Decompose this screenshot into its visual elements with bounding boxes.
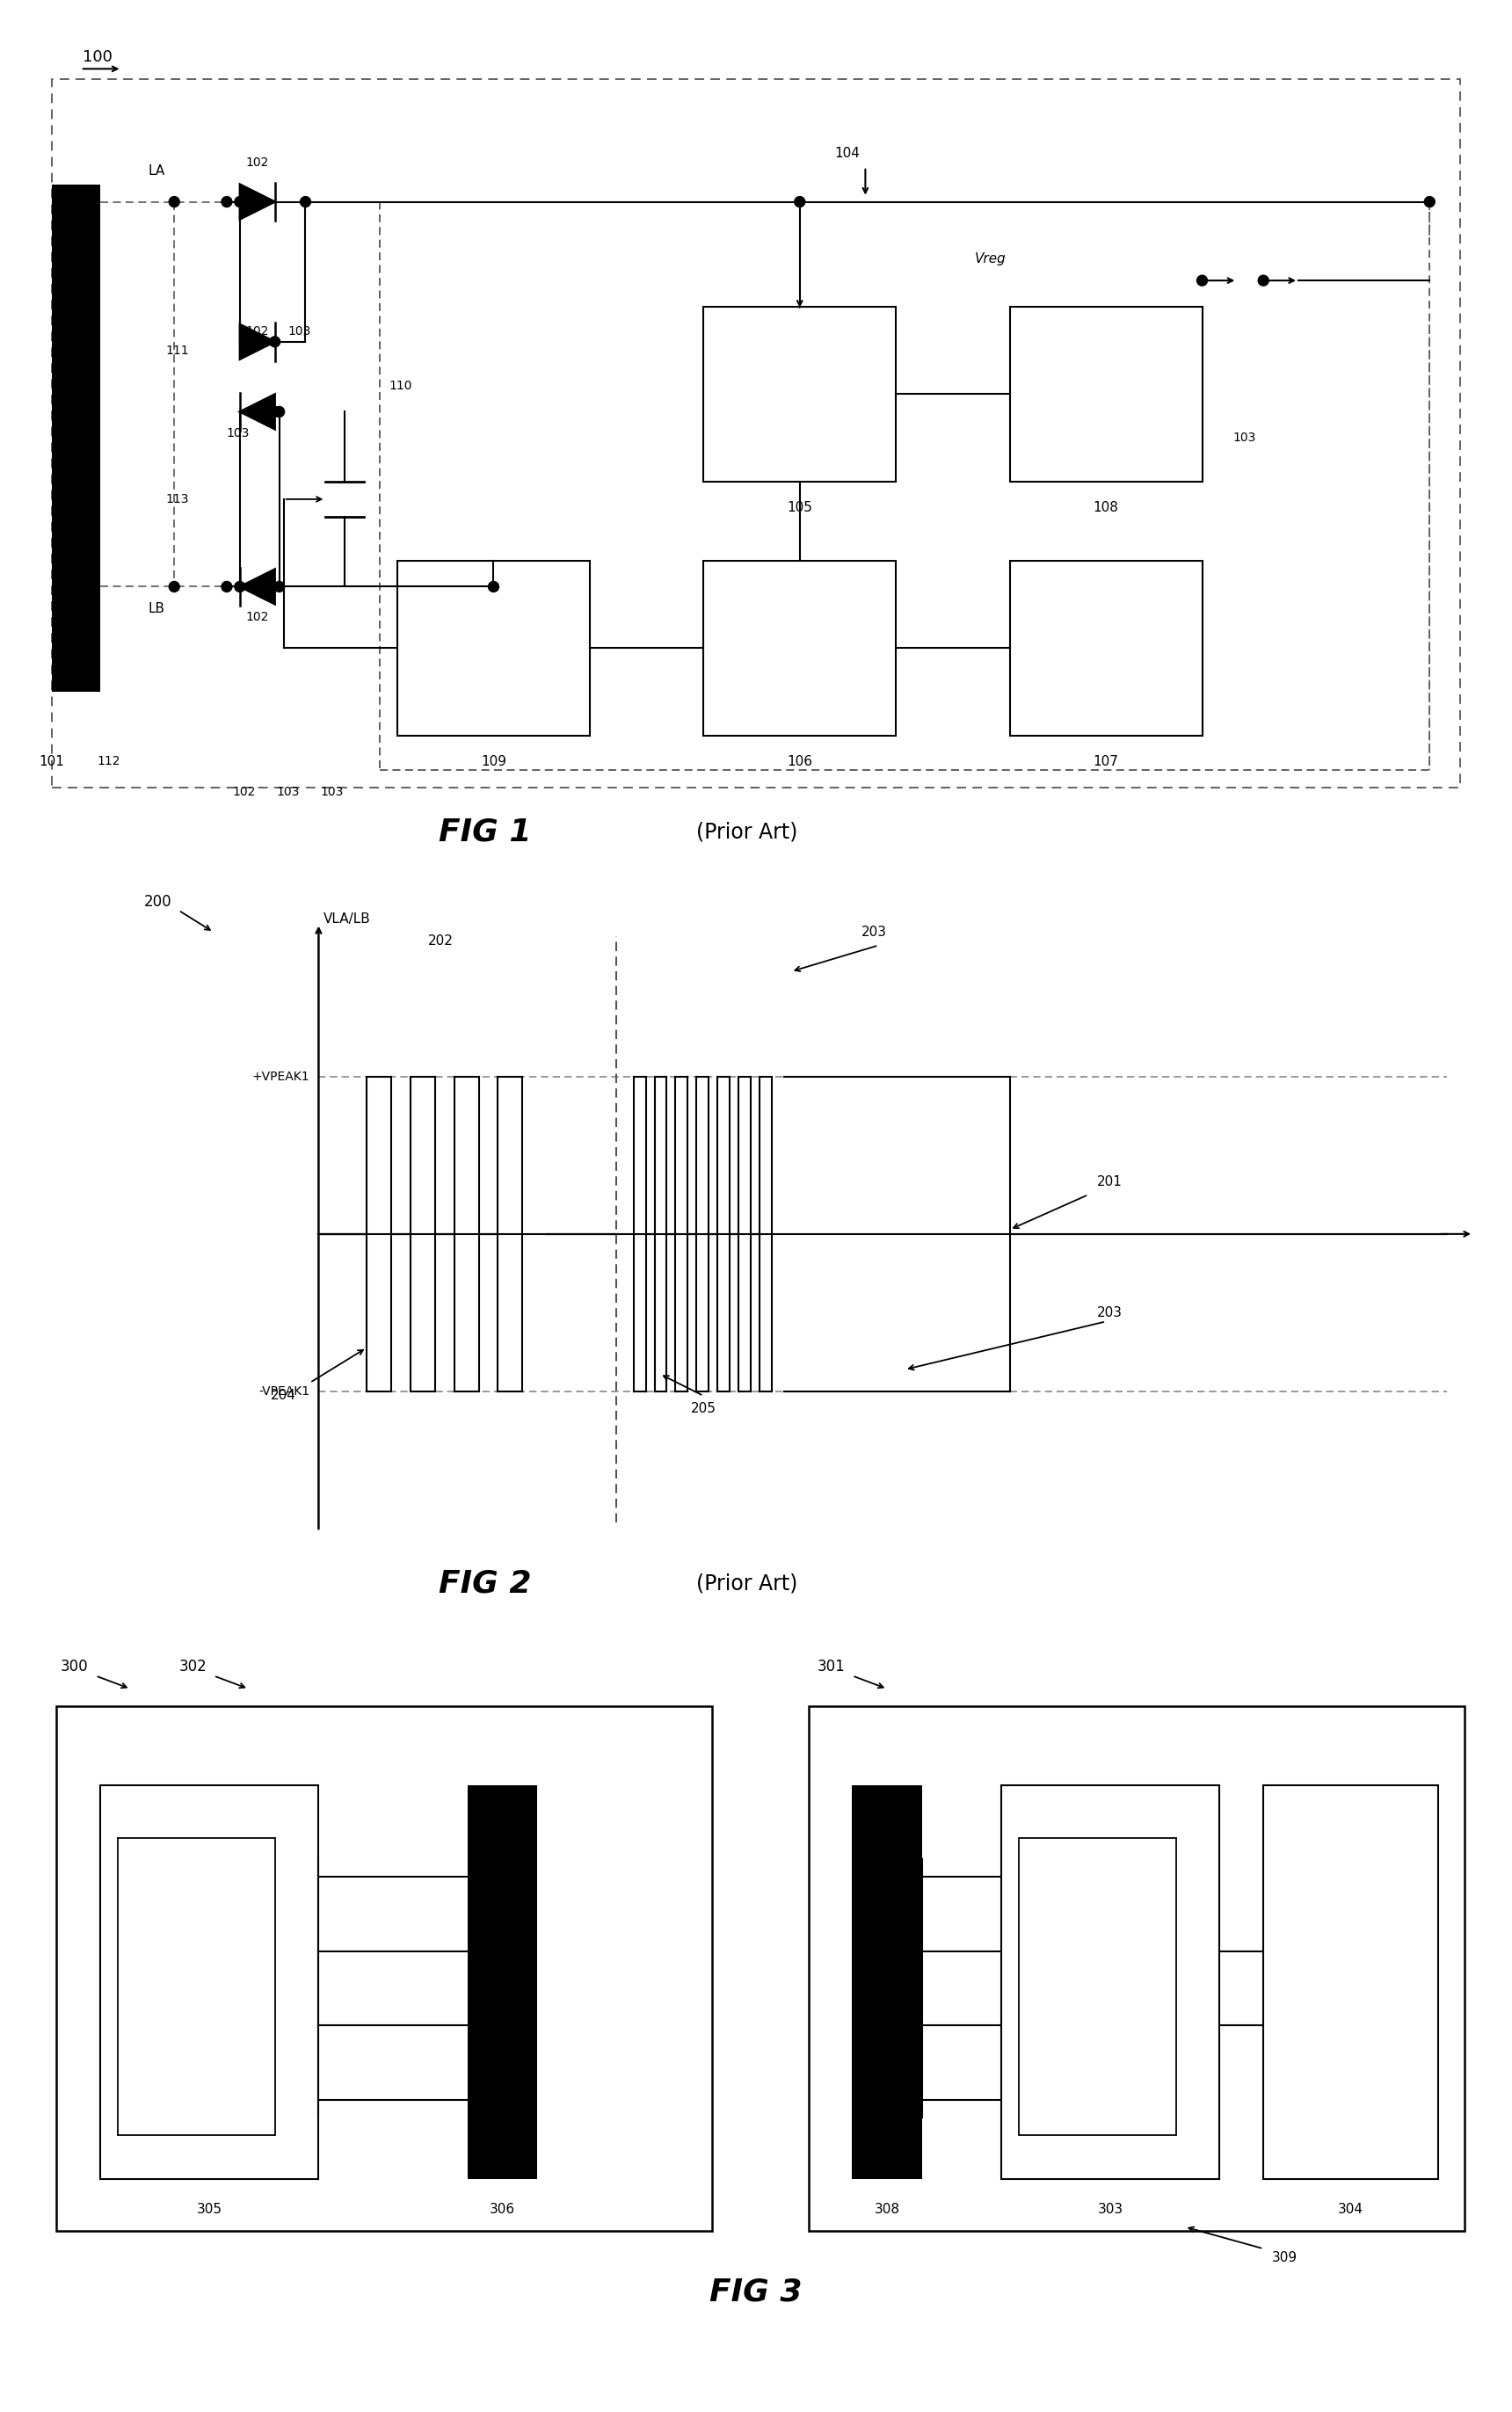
Text: 103: 103 xyxy=(1232,432,1256,444)
Bar xyxy=(1010,560,1202,736)
Bar xyxy=(100,1785,319,2178)
Text: 203: 203 xyxy=(860,926,886,938)
Text: (Prior Art): (Prior Art) xyxy=(697,1573,798,1594)
Bar xyxy=(380,203,1430,769)
Text: 305: 305 xyxy=(197,2202,222,2217)
Text: 308: 308 xyxy=(874,2202,900,2217)
Text: 306: 306 xyxy=(490,2202,516,2217)
Text: 300: 300 xyxy=(60,1659,88,1674)
Circle shape xyxy=(1258,275,1269,285)
Bar xyxy=(398,560,590,736)
Circle shape xyxy=(221,195,231,207)
Text: FIG 1: FIG 1 xyxy=(438,818,531,847)
Text: 100: 100 xyxy=(82,51,112,65)
Bar xyxy=(56,1705,712,2231)
Text: -VPEAK1: -VPEAK1 xyxy=(259,1384,310,1397)
Circle shape xyxy=(269,408,280,417)
Text: LA: LA xyxy=(148,164,165,178)
Bar xyxy=(51,183,100,692)
Text: 103: 103 xyxy=(277,786,299,798)
Bar xyxy=(703,306,897,482)
Bar xyxy=(1010,306,1202,482)
Text: 309: 309 xyxy=(1272,2250,1297,2265)
Text: 104: 104 xyxy=(835,147,860,159)
Circle shape xyxy=(234,581,245,591)
Bar xyxy=(1264,1785,1438,2178)
Text: 205: 205 xyxy=(691,1401,717,1416)
Text: 102: 102 xyxy=(246,326,269,338)
Bar xyxy=(853,1785,922,2178)
Text: LB: LB xyxy=(148,603,165,615)
Circle shape xyxy=(221,581,231,591)
Text: 111: 111 xyxy=(165,345,189,357)
Circle shape xyxy=(301,195,311,207)
Bar xyxy=(1019,1838,1176,2135)
Text: 107: 107 xyxy=(1093,755,1119,767)
Text: 201: 201 xyxy=(1098,1175,1122,1189)
Circle shape xyxy=(269,338,280,347)
Circle shape xyxy=(1198,275,1208,285)
Text: Vreg: Vreg xyxy=(975,251,1005,265)
Circle shape xyxy=(274,581,284,591)
Circle shape xyxy=(169,581,180,591)
Text: +VPEAK1: +VPEAK1 xyxy=(253,1071,310,1083)
Text: 203: 203 xyxy=(1098,1307,1123,1319)
Text: 303: 303 xyxy=(1098,2202,1123,2217)
Text: 106: 106 xyxy=(786,755,812,767)
Text: 202: 202 xyxy=(428,933,454,948)
Polygon shape xyxy=(240,393,275,429)
Circle shape xyxy=(169,195,180,207)
Circle shape xyxy=(234,195,245,207)
Polygon shape xyxy=(240,323,275,359)
Text: 113: 113 xyxy=(165,492,189,507)
Text: 204: 204 xyxy=(271,1389,296,1401)
Text: 102: 102 xyxy=(246,157,269,169)
Circle shape xyxy=(488,581,499,591)
Text: 102: 102 xyxy=(233,786,256,798)
Bar xyxy=(118,1838,275,2135)
Text: 108: 108 xyxy=(1093,502,1119,514)
Circle shape xyxy=(794,195,804,207)
Bar xyxy=(467,1785,537,2178)
Text: 112: 112 xyxy=(97,755,121,767)
Text: 109: 109 xyxy=(481,755,507,767)
Bar xyxy=(703,560,897,736)
Text: 301: 301 xyxy=(818,1659,845,1674)
Circle shape xyxy=(274,408,284,417)
Text: 200: 200 xyxy=(144,895,171,909)
Text: 105: 105 xyxy=(788,502,812,514)
Text: FIG 3: FIG 3 xyxy=(709,2277,803,2308)
Text: 304: 304 xyxy=(1338,2202,1364,2217)
Bar xyxy=(809,1705,1465,2231)
Text: 103: 103 xyxy=(287,326,311,338)
Text: 103: 103 xyxy=(321,786,343,798)
Text: 110: 110 xyxy=(389,379,411,391)
Text: 102: 102 xyxy=(246,610,269,622)
Bar xyxy=(1001,1785,1220,2178)
Text: 101: 101 xyxy=(39,755,65,767)
Text: (Prior Art): (Prior Art) xyxy=(697,820,798,842)
Text: VLA/LB: VLA/LB xyxy=(324,912,370,926)
Polygon shape xyxy=(240,569,275,603)
Text: 302: 302 xyxy=(178,1659,207,1674)
Polygon shape xyxy=(240,183,275,219)
Text: FIG 2: FIG 2 xyxy=(438,1568,531,1599)
Bar xyxy=(51,80,1461,789)
Circle shape xyxy=(1424,195,1435,207)
Text: 103: 103 xyxy=(227,427,249,439)
